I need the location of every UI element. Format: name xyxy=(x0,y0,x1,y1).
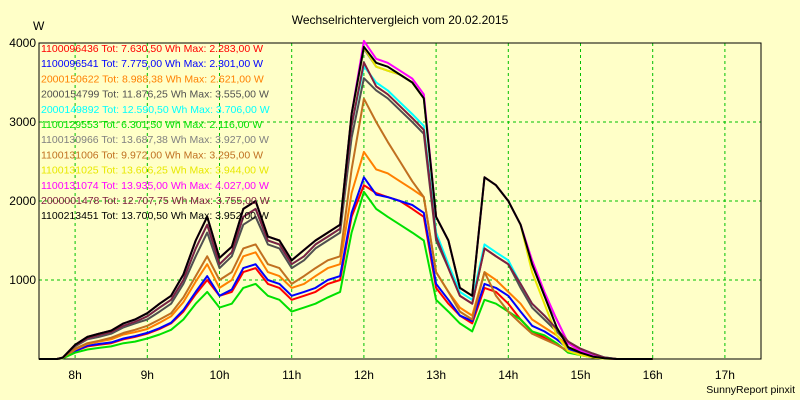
y-axis-label: W xyxy=(33,19,45,33)
chart-title: Wechselrichtervergleich vom 20.02.2015 xyxy=(292,13,509,27)
legend-entry-2000149892: 2000149892 Tot: 12.590,50 Wh Max: 3.706,… xyxy=(41,104,270,116)
legend-entry-2000001478: 2000001478 Tot: 12.707,75 Wh Max: 3.755,… xyxy=(41,195,270,207)
x-tick-label: 16h xyxy=(643,368,663,382)
x-tick-label: 11h xyxy=(282,368,301,382)
legend-entry-1100131025: 1100131025 Tot: 13.606,25 Wh Max: 3.944,… xyxy=(41,165,269,177)
x-tick-label: 12h xyxy=(354,368,374,382)
x-tick-label: 10h xyxy=(209,368,229,382)
legend-entry-1100131006: 1100131006 Tot: 9.972,00 Wh Max: 3.295,0… xyxy=(41,149,263,161)
series-line-2000150622 xyxy=(39,150,653,360)
legend: 1100096436 Tot: 7.630,50 Wh Max: 2.283,0… xyxy=(41,43,270,222)
legend-entry-1100131074: 1100131074 Tot: 13.935,00 Wh Max: 4.027,… xyxy=(41,180,269,192)
axes: 1000 2000 3000 4000 8h 9h 10h 11h 12h 13h 14h 15h 16… xyxy=(9,36,735,382)
legend-entry-2000150622: 2000150622 Tot: 8.988,38 Wh Max: 2.621,0… xyxy=(41,73,264,85)
footer-credit: SunnyReport pinxit xyxy=(706,384,795,396)
series-line-1100131006 xyxy=(39,97,653,360)
series-line-1100129553 xyxy=(39,190,653,360)
plot-frame xyxy=(38,42,762,360)
legend-entry-1100213451: 1100213451 Tot: 13.700,50 Wh Max: 3.952,… xyxy=(41,210,269,222)
x-tick-label: 13h xyxy=(426,368,446,382)
y-tick-label: 1000 xyxy=(9,273,36,287)
x-tick-label: 15h xyxy=(570,368,590,382)
legend-entry-2000154799: 2000154799 Tot: 11.876,25 Wh Max: 3.555,… xyxy=(41,89,269,101)
x-tick-label: 8h xyxy=(68,368,81,382)
x-tick-label: 14h xyxy=(498,368,518,382)
series-lines xyxy=(39,39,653,360)
legend-entry-1100130966: 1100130966 Tot: 13.687,38 Wh Max: 3.927,… xyxy=(41,134,269,146)
x-tick-label: 17h xyxy=(715,368,735,382)
y-tick-label: 3000 xyxy=(9,115,36,129)
legend-entry-1100096436: 1100096436 Tot: 7.630,50 Wh Max: 2.283,0… xyxy=(41,43,263,55)
x-tick-label: 9h xyxy=(141,368,154,382)
y-tick-label: 2000 xyxy=(9,194,36,208)
y-tick-label: 4000 xyxy=(9,36,36,50)
series-line-1100213451 xyxy=(39,45,653,360)
legend-entry-1100096541: 1100096541 Tot: 7.775,00 Wh Max: 2.301,0… xyxy=(41,58,263,70)
series-line-1100096541 xyxy=(39,176,653,360)
legend-entry-1100129553: 1100129553 Tot: 6.301,50 Wh Max: 2.116,0… xyxy=(41,119,262,131)
